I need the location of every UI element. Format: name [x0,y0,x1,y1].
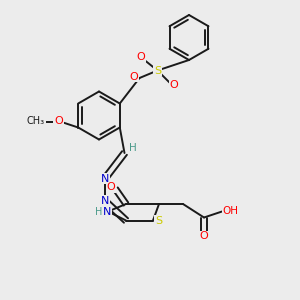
Text: O: O [54,116,63,126]
Text: H: H [95,207,103,218]
Text: N: N [103,207,111,218]
Text: OH: OH [222,206,239,216]
Text: O: O [129,71,138,82]
Text: N: N [101,173,109,184]
Text: S: S [154,65,161,76]
Text: O: O [200,231,208,242]
Text: N: N [101,196,109,206]
Text: H: H [129,142,137,153]
Text: CH₃: CH₃ [27,116,45,127]
Text: S: S [155,215,162,226]
Text: O: O [136,52,146,62]
Text: O: O [106,182,116,193]
Text: O: O [169,80,178,91]
